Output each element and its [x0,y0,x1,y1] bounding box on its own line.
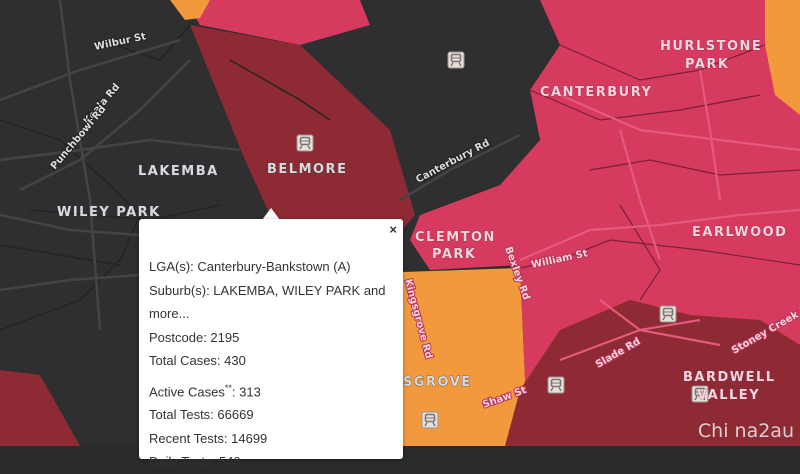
total-cases-line: Total Cases: 430 [149,353,246,368]
suburb-label-canterbury: CANTERBURY [540,85,652,100]
watermark: Chi na2au [697,420,794,442]
suburb-label-belmore: BELMORE [267,162,347,177]
postcode-area-kingsgrove[interactable] [403,268,525,446]
suburb-label-bardwell-valley-1: BARDWELL [683,370,776,385]
postcode-area-campsie[interactable] [360,0,560,215]
train-station-icon[interactable] [296,134,314,152]
roads [0,0,521,331]
popup-pointer [262,208,280,220]
train-station-icon[interactable] [659,305,677,323]
postcode-line: Postcode: 2195 [149,329,240,345]
postcode-area-belmore[interactable] [190,25,415,232]
train-station-icon[interactable] [421,411,439,429]
suburbs-line-1: Suburb(s): LAKEMBA, WILEY PARK and [149,282,386,298]
suburb-label-clemton-park-1: CLEMTON [415,230,496,245]
postcode-area-bottom-left[interactable] [0,370,80,446]
popup-content: LGA(s): Canterbury-Bankstown (A) Suburb(… [149,255,393,474]
suburb-label-hurlstone-park-2: PARK [685,57,729,72]
recent-tests-line: Recent Tests: 14699 [149,430,268,446]
train-station-icon[interactable] [447,51,465,69]
postcode-area-top-left[interactable] [185,0,370,45]
active-cases-line: Active Cases**: 313 [149,377,393,404]
suburbs-line-2: more... [149,306,190,321]
active-cases-label: Active Cases [149,383,225,399]
postcode-area-bardwell-valley[interactable] [505,300,800,446]
suburb-label-lakemba: LAKEMBA [138,164,219,179]
active-cases-footnote-mark: ** [224,382,232,393]
suburb-label-clemton-park-2: PARK [432,247,476,262]
suburb-label-bardwell-valley-2: VALLEY [697,388,760,403]
suburb-label-kingsgrove: SGROVE [403,375,472,390]
lga-line: LGA(s): Canterbury-Bankstown (A) [149,259,351,274]
suburb-label-earlwood: EARLWOOD [692,225,787,240]
postcode-area-dulwich-hill[interactable] [765,0,800,115]
suburb-label-wiley-park: WILEY PARK [57,205,161,220]
total-tests-line: Total Tests: 66669 [149,407,254,423]
train-station-icon[interactable] [547,376,565,394]
suburb-label-hurlstone-park-1: HURLSTONE [660,39,762,54]
active-cases-value: : 313 [231,383,261,399]
pink-roads [519,69,800,362]
postcode-info-popup: × LGA(s): Canterbury-Bankstown (A) Subur… [139,219,403,469]
daily-tests-line: Daily Tests: 546 [149,454,241,470]
suburb-boundaries [0,24,331,331]
postcode-area-top-orange[interactable] [170,0,210,20]
covid-case-map[interactable]: HURLSTONE PARK CANTERBURY LAKEMBA BELMOR… [0,0,800,446]
close-icon[interactable]: × [389,222,397,237]
